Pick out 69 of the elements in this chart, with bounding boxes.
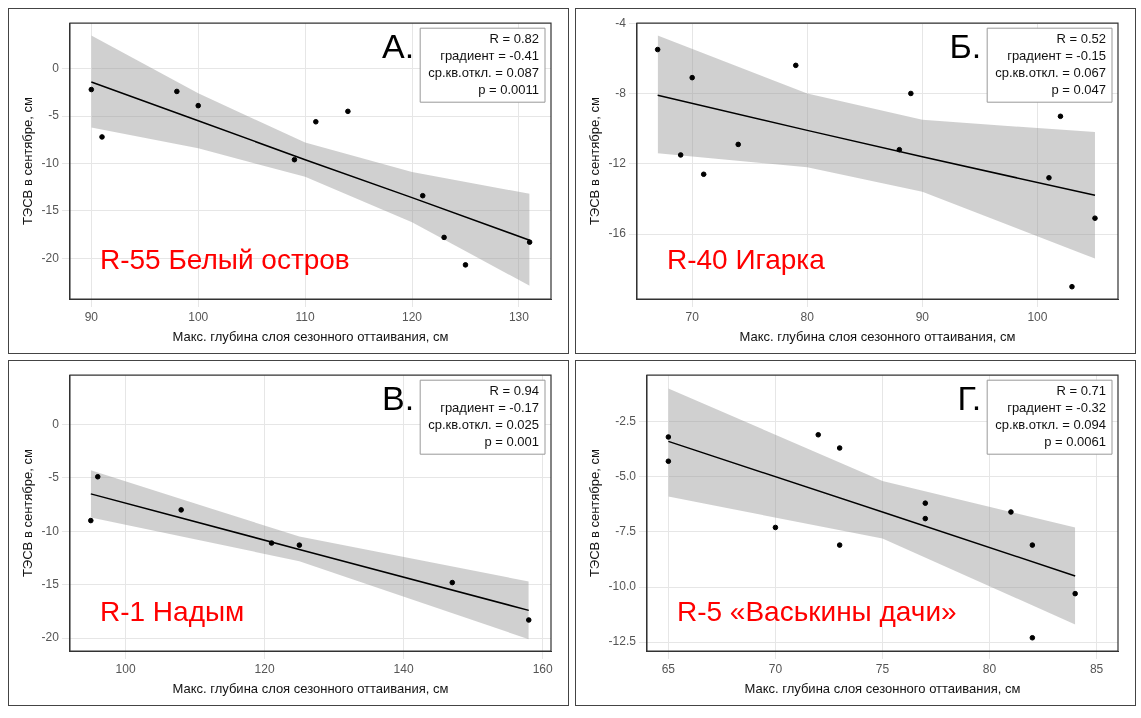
annotation: R = 0.71 (1056, 383, 1106, 399)
x-tick-label: 100 (115, 661, 136, 676)
y-tick-label: -15 (41, 577, 60, 592)
y-tick-label: -2.5 (615, 413, 637, 428)
y-axis-title: ТЭСВ в сентябре, см (587, 449, 603, 578)
y-tick-label: -12 (608, 156, 627, 171)
annotation: ср.кв.откл. = 0.067 (995, 65, 1106, 81)
y-tick-label: -4 (615, 15, 627, 30)
y-tick-label: 0 (52, 416, 60, 431)
text: R-1 Надым (99, 596, 245, 627)
x-tick-label: 80 (982, 661, 997, 676)
annotation: градиент = -0.15 (1007, 48, 1106, 64)
chart-title: В. (382, 378, 415, 417)
text: R-40 Игарка (666, 244, 826, 275)
x-tick-label: 80 (800, 309, 815, 324)
annotation: p = 0.0011 (478, 82, 539, 98)
x-axis-title: Макс. глубина слоя сезонного оттаивания, см (744, 680, 1021, 696)
x-tick-label: 160 (532, 661, 553, 676)
x-tick-label: 90 (84, 309, 99, 324)
x-tick-label: 70 (685, 309, 700, 324)
text: R-5 «Васькины дачи» (676, 596, 957, 627)
chart-title: Г. (957, 378, 982, 417)
y-tick-label: -10 (41, 155, 60, 170)
x-tick-label: 120 (254, 661, 275, 676)
annotation: p = 0.001 (484, 434, 539, 450)
y-tick-label: -15 (41, 203, 60, 218)
chart-title: Б. (949, 26, 982, 65)
y-tick-label: -7.5 (615, 524, 637, 539)
x-axis-title: Макс. глубина слоя сезонного оттаивания, см (172, 680, 449, 696)
x-tick-label: 110 (295, 309, 316, 324)
y-tick-label: -10 (41, 523, 60, 538)
y-tick-label: 0 (52, 61, 60, 76)
x-tick-label: 100 (1027, 309, 1048, 324)
x-tick-label: 100 (188, 309, 209, 324)
y-tick-label: -20 (41, 630, 60, 645)
x-axis-title: Макс. глубина слоя сезонного оттаивания, см (172, 328, 449, 344)
annotation: R = 0.94 (489, 383, 539, 399)
y-tick-label: -8 (615, 85, 627, 100)
annotation: градиент = -0.41 (440, 48, 539, 64)
annotation: p = 0.0061 (1044, 434, 1106, 450)
x-tick-label: 120 (402, 309, 423, 324)
annotation: R = 0.82 (489, 31, 539, 47)
annotation: ср.кв.откл. = 0.094 (995, 417, 1106, 433)
chart-title: А. (382, 26, 415, 65)
annotation: ср.кв.откл. = 0.087 (428, 65, 539, 81)
y-axis-title: ТЭСВ в сентябре, см (20, 449, 36, 578)
y-tick-label: -5 (48, 470, 60, 485)
y-tick-label: -12.5 (608, 634, 637, 649)
x-axis-title: Макс. глубина слоя сезонного оттаивания, см (739, 328, 1016, 344)
x-tick-label: 85 (1089, 661, 1104, 676)
annotation: R = 0.52 (1056, 31, 1106, 47)
x-tick-label: 70 (768, 661, 783, 676)
annotation: ср.кв.откл. = 0.025 (428, 417, 539, 433)
y-tick-label: -5 (48, 108, 60, 123)
y-tick-label: -5.0 (615, 469, 637, 484)
y-axis-title: ТЭСВ в сентябре, см (587, 97, 603, 226)
x-tick-label: 75 (875, 661, 890, 676)
x-tick-label: 65 (661, 661, 676, 676)
y-axis-title: ТЭСВ в сентябре, см (20, 97, 36, 226)
x-tick-label: 140 (393, 661, 414, 676)
annotation: градиент = -0.17 (440, 400, 539, 416)
text: R-55 Белый остров (99, 244, 350, 275)
annotation: p = 0.047 (1051, 82, 1106, 98)
y-tick-label: -20 (41, 250, 60, 265)
y-tick-label: -10.0 (608, 579, 637, 594)
y-tick-label: -16 (608, 226, 627, 241)
x-tick-label: 90 (915, 309, 930, 324)
x-tick-label: 130 (508, 309, 530, 324)
annotation: градиент = -0.32 (1007, 400, 1106, 416)
